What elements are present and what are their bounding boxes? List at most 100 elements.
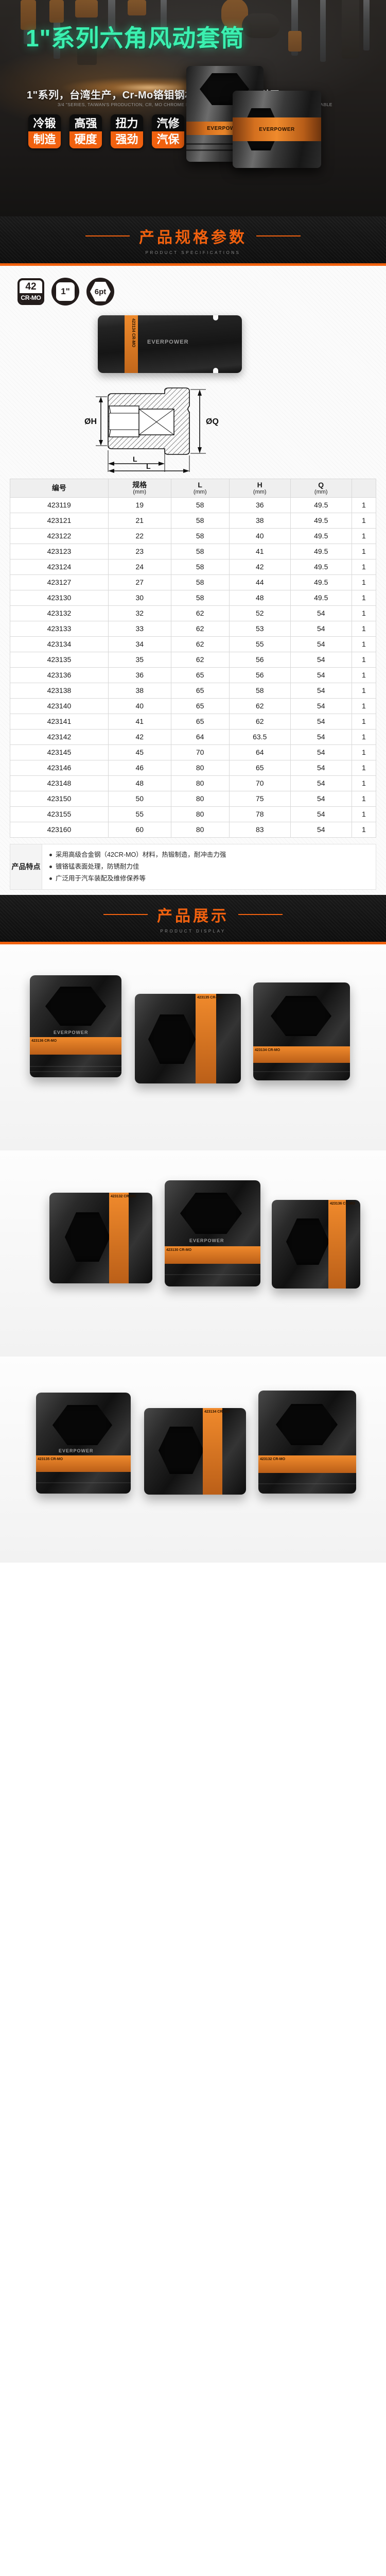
- table-row: 423130 30 58 48 49.5 1: [10, 589, 377, 606]
- svg-text:L: L: [133, 455, 137, 463]
- spec-section-banner: 产品规格参数 PRODUCT SPECIFICATIONS: [0, 216, 386, 266]
- table-cell: 49.5: [290, 589, 352, 606]
- table-cell: 1: [351, 759, 377, 776]
- material-icon-number: 42: [25, 281, 37, 292]
- hero-product-photo: EVERPOWER EVERPOWER: [155, 61, 377, 190]
- technical-drawing: ØH ØQ L L: [0, 386, 386, 477]
- table-row: 423146 46 80 65 54 1: [10, 759, 377, 776]
- table-cell: 1: [351, 682, 377, 699]
- table-cell: 54: [290, 759, 352, 776]
- table-cell: 54: [290, 620, 352, 637]
- table-cell: 55: [229, 636, 291, 652]
- table-row: 423148 48 80 70 54 1: [10, 775, 377, 791]
- table-row: 423121 21 58 38 49.5 1: [10, 512, 377, 529]
- table-cell: 58: [170, 512, 230, 529]
- socket-band-label-2: EVERPOWER: [233, 117, 321, 141]
- table-cell: 54: [290, 744, 352, 760]
- table-row: 423119 19 58 36 49.5 1: [10, 497, 377, 513]
- cell-code: 423123: [10, 543, 109, 560]
- col-header-size: 规格 (mm): [108, 479, 171, 498]
- hero-banner: 1"系列六角风动套筒 1"系列，台湾生产，Cr-Mo铬钼钢材质，更加坚固耐用 3…: [0, 0, 386, 216]
- table-row: 423138 38 65 58 54 1: [10, 682, 377, 699]
- table-cell: 65: [170, 698, 230, 714]
- cell-code: 423132: [10, 605, 109, 621]
- svg-text:L: L: [146, 462, 151, 470]
- table-header-row: 编号 规格 (mm) L (mm) H (mm): [10, 479, 377, 498]
- table-cell: 1: [351, 806, 377, 822]
- table-cell: 80: [170, 775, 230, 791]
- cell-code: 423148: [10, 775, 109, 791]
- table-cell: 38: [108, 682, 171, 699]
- table-cell: 58: [170, 497, 230, 513]
- feature-badge: 汽修 汽保: [152, 114, 184, 149]
- table-cell: 48: [108, 775, 171, 791]
- display-section-banner: 产品展示 PRODUCT DISPLAY: [0, 895, 386, 945]
- specification-table: 编号 规格 (mm) L (mm) H (mm): [10, 479, 377, 838]
- table-row: 423132 32 62 52 54 1: [10, 605, 377, 621]
- display-photo-3: 423135 CR-MO EVERPOWER 423134 CR-MO 4231…: [0, 1357, 386, 1563]
- socket-label: 423135 CR-MO: [38, 1458, 63, 1462]
- drive-size-icon: 1": [51, 278, 79, 306]
- spec-section-title: 产品规格参数: [139, 229, 247, 246]
- table-cell: 75: [229, 790, 291, 807]
- socket-label: 423130 CR-MO: [166, 1248, 192, 1252]
- table-cell: 64: [170, 728, 230, 745]
- table-cell: 1: [351, 744, 377, 760]
- table-row: 423124 24 58 42 49.5 1: [10, 558, 377, 575]
- table-cell: 1: [351, 713, 377, 730]
- table-cell: 80: [170, 806, 230, 822]
- table-cell: 1: [351, 589, 377, 606]
- table-header: 编号 规格 (mm) L (mm) H (mm): [10, 479, 377, 498]
- table-cell: 65: [229, 759, 291, 776]
- table-cell: 40: [229, 528, 291, 544]
- badge-top-text: 汽修: [152, 114, 184, 132]
- table-cell: 1: [351, 574, 377, 590]
- table-cell: 80: [170, 821, 230, 838]
- table-cell: 1: [351, 512, 377, 529]
- table-cell: 1: [351, 775, 377, 791]
- table-cell: 62: [170, 636, 230, 652]
- table-cell: 1: [351, 543, 377, 560]
- page-title: 1"系列六角风动套筒: [26, 25, 245, 52]
- table-cell: 60: [108, 821, 171, 838]
- table-cell: 54: [290, 682, 352, 699]
- feature-badge: 冷锻 制造: [28, 114, 61, 149]
- display-photo-2: 423132 CR-MO 423130 CR-MO EVERPOWER 4231…: [0, 1150, 386, 1357]
- table-cell: 53: [229, 620, 291, 637]
- table-cell: 65: [170, 713, 230, 730]
- table-row: 423145 45 70 64 54 1: [10, 744, 377, 760]
- table-cell: 1: [351, 636, 377, 652]
- cell-code: 423140: [10, 698, 109, 714]
- socket-label: 423132 CR-MO: [111, 1195, 136, 1199]
- features-list: 采用高级合金钢（42CR-MO）材料，热锻制造，耐冲击力强 镀铬锰表面处理，防锈耐…: [42, 844, 376, 889]
- table-cell: 1: [351, 528, 377, 544]
- table-cell: 49.5: [290, 574, 352, 590]
- spec-photo-brand: EVERPOWER: [147, 339, 189, 345]
- table-body: 423119 19 58 36 49.5 1 423121 21 58 38 49.5 1 423122…: [10, 497, 377, 838]
- cell-code: 423136: [10, 667, 109, 683]
- cell-code: 423145: [10, 744, 109, 760]
- table-cell: 36: [229, 497, 291, 513]
- table-cell: 63.5: [229, 728, 291, 745]
- table-cell: 49.5: [290, 512, 352, 529]
- cell-code: 423133: [10, 620, 109, 637]
- spec-section-title-english: PRODUCT SPECIFICATIONS: [145, 250, 241, 255]
- table-row: 423134 34 62 55 54 1: [10, 636, 377, 652]
- material-icon: 42 CR-MO: [17, 278, 44, 305]
- badge-top-text: 冷锻: [28, 114, 61, 132]
- spec-photo-band: 423134 CR-MO: [125, 315, 138, 373]
- cell-code: 423160: [10, 821, 109, 838]
- table-row: 423140 40 65 62 54 1: [10, 698, 377, 714]
- banner-line-left: [103, 914, 148, 916]
- point-count-icon: 6pt: [86, 278, 114, 306]
- table-cell: 1: [351, 790, 377, 807]
- table-cell: 54: [290, 713, 352, 730]
- socket-label: 423134 CR-MO: [255, 1048, 280, 1053]
- table-cell: 58: [170, 528, 230, 544]
- drive-size-icon-label: 1": [56, 282, 75, 301]
- table-cell: 50: [108, 790, 171, 807]
- cell-code: 423138: [10, 682, 109, 699]
- badge-bottom-text: 强劲: [111, 131, 143, 149]
- table-cell: 23: [108, 543, 171, 560]
- table-cell: 49.5: [290, 528, 352, 544]
